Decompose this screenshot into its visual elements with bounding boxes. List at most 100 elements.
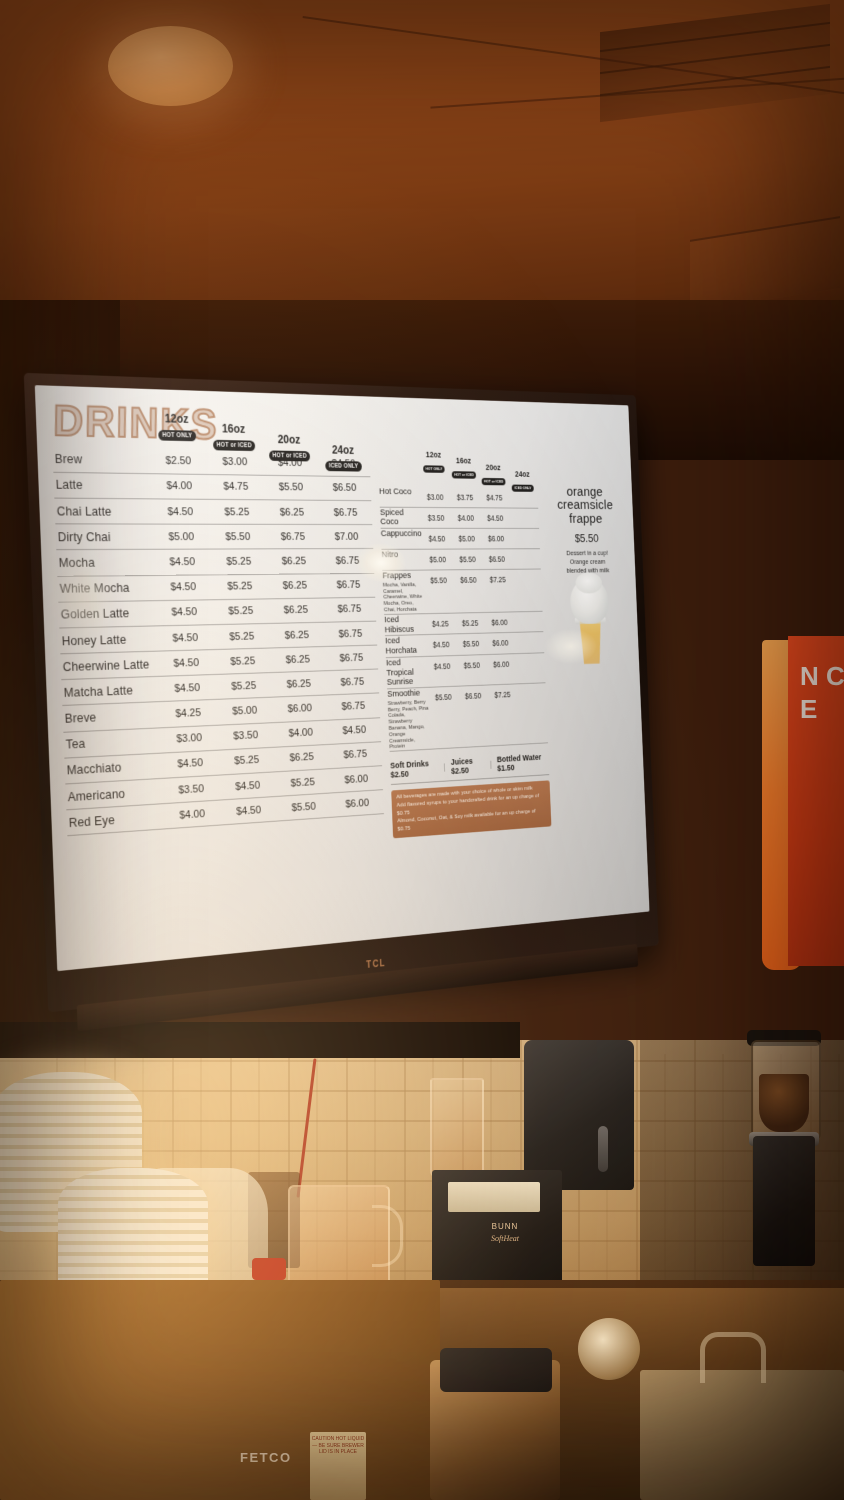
menu-item-name: Golden Latte [60,606,130,622]
menu-item-name: Smoothie Strawberry, Berry Berry, Peach, … [387,688,429,751]
menu-price: $6.25 [283,604,309,617]
menu-price: $5.50 [459,554,476,564]
menu-item-name: Iced Hibiscus [384,614,415,635]
menu-price: $4.50 [236,804,262,818]
menu-row: Dirty Chai $5.00 $5.50 $6.75 $7.00 [55,524,374,551]
menu-price [510,530,539,534]
menu-item-name: Hot Coco [378,486,412,497]
red-cap-container [252,1258,286,1280]
size-column-16oz: 16oz HOT or ICED [205,422,262,465]
menu-price: $6.75 [340,676,365,689]
bunn-label: BUNN [491,1222,519,1231]
menu-item-name: Honey Latte [61,632,127,648]
menu-item-name: Mocha [58,555,96,570]
coffee-grinder[interactable] [745,1030,823,1270]
size-badge: ICED ONLY [511,484,534,492]
size-column-24oz: 24oz ICED ONLY [316,442,371,486]
fetco-label: FETCO [240,1450,292,1465]
menu-price: $6.00 [287,702,313,715]
separator: | [443,762,446,772]
menu-price: $6.50 [460,575,477,585]
menu-price: $7.25 [494,689,511,700]
menu-price: $6.00 [344,773,369,786]
menu-price: $5.00 [232,704,258,718]
menu-price: $6.00 [491,617,508,627]
menu-item-name: Matcha Latte [63,683,134,700]
menu-price [514,633,543,638]
left-menu-rows: Brew $2.50 $3.00 $4.00 $4.50 Latte $4.00 $4.75 $… [52,446,385,837]
menu-item-flavors: Strawberry, Berry Berry, Peach, Pina Col… [387,698,429,751]
menu-item-name: Chai Latte [56,504,112,519]
menu-price [509,509,538,514]
promo-title-line2: creamsicle [556,497,614,513]
menu-price: $5.00 [168,531,195,543]
menu-price: $6.50 [488,554,506,564]
paper-towel-dispenser[interactable] [524,1040,634,1190]
size-label: 24oz [331,442,355,457]
menu-price: $4.75 [223,481,249,493]
size-label: 16oz [455,455,472,465]
pressure-gauge [578,1318,640,1380]
frappe-cup-image [568,578,611,664]
menu-price: $4.50 [167,505,194,518]
right-menu-column: 12oz HOT ONLY 16oz HOT or ICED 20oz [377,449,637,839]
menu-price: $6.25 [279,506,305,518]
menu-row: Frappes Mocha, Vanilla, Caramel, Cheerwin… [382,569,543,615]
left-menu-column: 12oz HOT ONLY 16oz HOT or ICED 20oz HOT … [52,411,385,864]
menu-price: $6.75 [337,603,362,616]
menu-price: $6.25 [281,555,307,568]
menu-row: Chai Latte $4.50 $5.25 $6.25 $6.75 [54,498,373,526]
menu-item-name: Macchiato [66,761,122,778]
menu-price: $4.25 [175,707,202,720]
menu-item-name: Iced Tropical Sunrise [385,657,414,688]
menu-price: $4.25 [431,618,449,629]
orange-sign-text: N C E [800,661,844,724]
pitcher-handle [372,1205,403,1267]
menu-price: $6.75 [333,506,358,519]
separator: | [489,760,492,770]
menu-price [512,570,541,575]
size-label: 20oz [277,432,301,447]
menu-columns: 12oz HOT ONLY 16oz HOT or ICED 20oz HOT … [52,411,637,864]
menu-price [517,684,546,690]
size-badge: HOT or ICED [481,477,506,486]
menu-price: $6.25 [285,653,311,666]
menu-price: $4.50 [174,682,201,695]
glass-beaker [430,1078,484,1178]
menu-price: $6.25 [282,580,308,592]
menu-price: $5.00 [458,534,475,544]
airpot-lid [440,1348,552,1392]
menu-price: $2.50 [165,455,192,468]
menu-price: $6.75 [339,652,364,664]
menu-price: $3.00 [426,492,444,502]
size-column-24oz: 24oz ICED ONLY [508,469,538,506]
size-label: 16oz [221,421,246,436]
menu-price: $6.25 [284,629,310,641]
menu-price: $7.00 [334,531,359,543]
menu-price: $6.75 [341,700,366,713]
size-label: 12oz [164,411,189,426]
grinder-lid [747,1030,821,1046]
bunn-sublabel: SoftHeat [491,1234,519,1243]
misc-drink-item: Bottled Water $1.50 [496,752,542,774]
menu-price: $4.50 [171,606,198,619]
misc-drinks-row: Soft Drinks $2.50 | Juices $2.50 | Bottled W… [389,747,550,786]
size-column-12oz: 12oz HOT ONLY [148,411,207,456]
size-badge: HOT or ICED [212,439,256,452]
menu-price: $3.00 [176,732,203,746]
menu-item-name: Red Eye [68,813,116,830]
menu-price: $5.50 [434,692,452,703]
menu-price: $5.25 [227,580,253,593]
menu-price: $4.00 [166,480,193,493]
menu-board-tv[interactable]: DRINKS 12oz HOT ONLY 16oz [23,372,659,1032]
menu-item-flavors: Mocha, Vanilla, Caramel, Cheerwine, Whit… [382,581,423,614]
promo-price: $5.50 [574,531,599,545]
whipped-cream-icon [569,578,610,625]
misc-drink-item: Juices $2.50 [450,756,473,776]
menu-row: Nitro $5.00 $5.50 $6.50 [381,549,541,571]
menu-price: $4.50 [487,513,504,523]
menu-price: $5.25 [231,680,257,693]
menu-price: $5.25 [290,776,315,790]
menu-price [511,550,540,555]
fetco-brewer[interactable] [0,1280,440,1500]
